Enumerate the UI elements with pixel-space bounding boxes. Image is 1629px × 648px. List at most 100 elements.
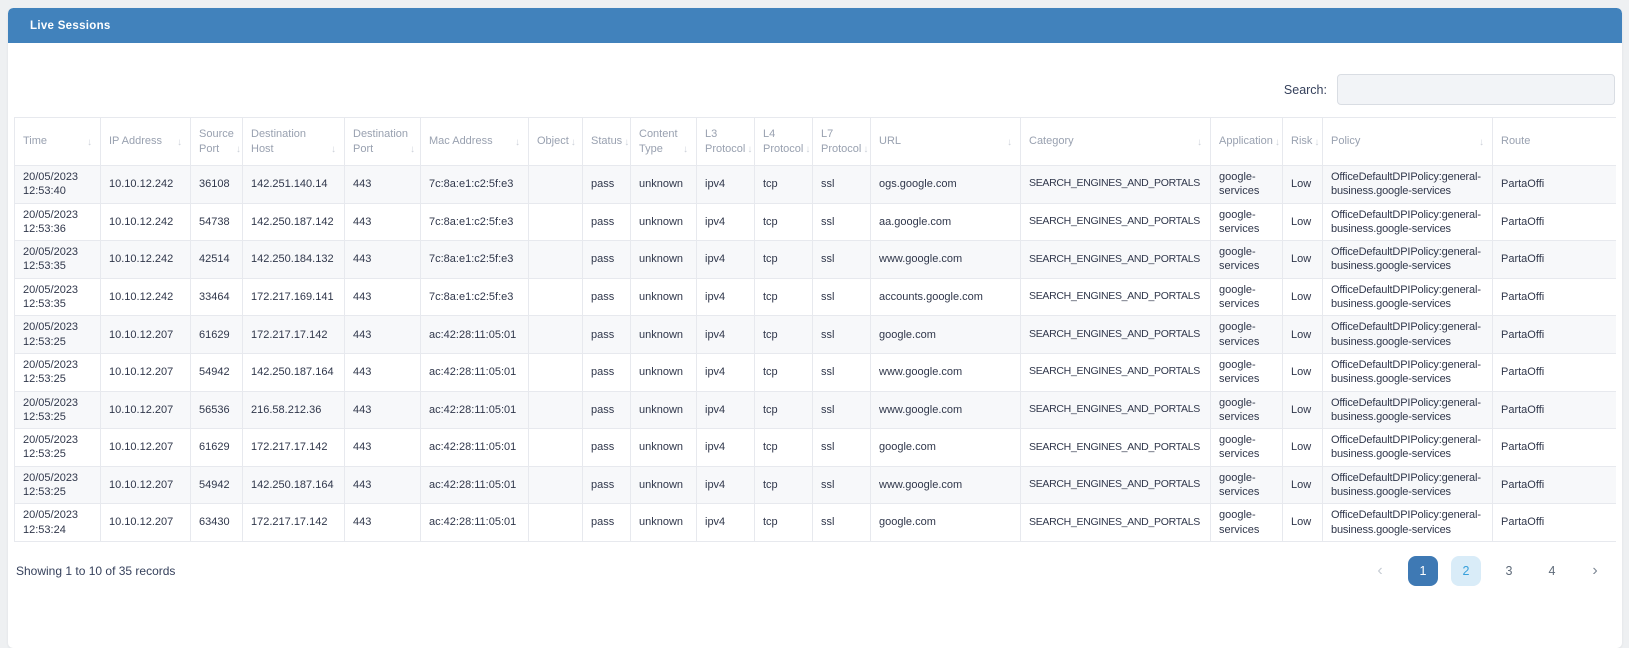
column-header-inner: Destination Host ↓ <box>251 127 336 156</box>
column-header-status[interactable]: Status ↓ <box>582 117 631 166</box>
cell-destination-port: 443 <box>344 352 421 392</box>
cell-time: 20/05/2023 12:53:35 <box>14 277 101 317</box>
column-header-source-port[interactable]: Source Port ↓ <box>190 117 243 166</box>
cell-status: pass <box>582 315 631 354</box>
column-label: Category <box>1029 135 1074 148</box>
column-header-ip-address[interactable]: IP Address ↓ <box>100 117 191 166</box>
cell-mac-address: ac:42:28:11:05:01 <box>420 352 529 392</box>
cell-status: pass <box>582 165 631 204</box>
cell-route: PartaOffi <box>1492 277 1616 317</box>
table-row: 20/05/2023 12:53:40 10.10.12.242 36108 142.… <box>14 165 1616 204</box>
column-header-category[interactable]: Category ↓ <box>1020 117 1211 166</box>
cell-ip-address: 10.10.12.207 <box>100 465 191 505</box>
column-header-inner: Destination Port ↓ <box>353 127 415 156</box>
cell-object <box>528 277 583 317</box>
cell-application: google-services <box>1210 428 1283 467</box>
cell-source-port: 63430 <box>190 503 243 542</box>
cell-object <box>528 240 583 279</box>
cell-content-type: unknown <box>630 465 697 505</box>
column-header-destination-host[interactable]: Destination Host ↓ <box>242 117 345 166</box>
page-button-1[interactable]: 1 <box>1408 555 1438 586</box>
cell-l7-protocol: ssl <box>812 165 871 204</box>
cell-mac-address: 7c:8a:e1:c2:5f:e3 <box>420 240 529 279</box>
next-page-button[interactable]: › <box>1580 556 1610 586</box>
page-button-4[interactable]: 4 <box>1537 556 1567 586</box>
column-header-l4-protocol[interactable]: L4 Protocol ↓ <box>754 117 813 166</box>
column-header-application[interactable]: Application ↓ <box>1210 117 1283 166</box>
cell-l4-protocol: tcp <box>754 390 813 430</box>
cell-destination-port: 443 <box>344 428 421 467</box>
cell-category: SEARCH_ENGINES_AND_PORTALS <box>1020 428 1211 467</box>
cell-l7-protocol: ssl <box>812 428 871 467</box>
cell-source-port: 33464 <box>190 277 243 317</box>
cell-status: pass <box>582 240 631 279</box>
column-header-destination-port[interactable]: Destination Port ↓ <box>344 117 421 166</box>
cell-destination-host: 142.250.187.164 <box>242 465 345 505</box>
table-row: 20/05/2023 12:53:25 10.10.12.207 54942 142.… <box>14 352 1616 392</box>
column-header-url[interactable]: URL ↓ <box>870 117 1021 166</box>
column-header-l3-protocol[interactable]: L3 Protocol ↓ <box>696 117 755 166</box>
column-header-mac-address[interactable]: Mac Address ↓ <box>420 117 529 166</box>
cell-l4-protocol: tcp <box>754 428 813 467</box>
cell-route: PartaOffi <box>1492 165 1616 204</box>
column-header-object[interactable]: Object ↓ <box>528 117 583 166</box>
cell-policy: OfficeDefaultDPIPolicy:general-business.… <box>1322 240 1493 279</box>
sort-descending-icon: ↓ <box>1479 136 1484 148</box>
search-input[interactable] <box>1337 74 1615 105</box>
cell-application: google-services <box>1210 165 1283 204</box>
table-row: 20/05/2023 12:53:25 10.10.12.207 61629 172.… <box>14 315 1616 354</box>
column-header-risk[interactable]: Risk ↓ <box>1282 117 1323 166</box>
cell-time: 20/05/2023 12:53:36 <box>14 202 101 242</box>
column-header-l7-protocol[interactable]: L7 Protocol ↓ <box>812 117 871 166</box>
sessions-table-container: Time ↓ IP Address ↓ Source Port ↓ Destination … <box>14 117 1616 542</box>
sort-descending-icon: ↓ <box>177 136 182 148</box>
sort-descending-icon: ↓ <box>1314 136 1320 148</box>
previous-page-button[interactable]: ‹ <box>1365 556 1395 586</box>
sort-descending-icon: ↓ <box>624 136 630 148</box>
cell-destination-host: 142.250.184.132 <box>242 240 345 279</box>
cell-object <box>528 165 583 204</box>
cell-destination-port: 443 <box>344 390 421 430</box>
cell-application: google-services <box>1210 202 1283 242</box>
column-header-content-type[interactable]: Content Type ↓ <box>630 117 697 166</box>
cell-time: 20/05/2023 12:53:24 <box>14 503 101 542</box>
cell-mac-address: ac:42:28:11:05:01 <box>420 503 529 542</box>
column-header-policy[interactable]: Policy ↓ <box>1322 117 1493 166</box>
cell-mac-address: ac:42:28:11:05:01 <box>420 465 529 505</box>
column-header-time[interactable]: Time ↓ <box>14 117 101 166</box>
cell-status: pass <box>582 352 631 392</box>
cell-mac-address: 7c:8a:e1:c2:5f:e3 <box>420 277 529 317</box>
cell-url: ogs.google.com <box>870 165 1021 204</box>
cell-policy: OfficeDefaultDPIPolicy:general-business.… <box>1322 277 1493 317</box>
column-header-route[interactable]: Route↓ <box>1492 117 1616 166</box>
sort-descending-icon: ↓ <box>805 143 811 155</box>
column-label: L3 Protocol <box>705 128 746 155</box>
cell-object <box>528 352 583 392</box>
table-row: 20/05/2023 12:53:36 10.10.12.242 54738 142.… <box>14 202 1616 242</box>
column-label: Time <box>23 135 48 148</box>
cell-destination-port: 443 <box>344 503 421 542</box>
cell-destination-host: 172.217.17.142 <box>242 503 345 542</box>
column-label: IP Address <box>109 135 162 148</box>
panel-title: Live Sessions <box>30 19 111 32</box>
cell-destination-host: 172.217.17.142 <box>242 315 345 354</box>
cell-mac-address: ac:42:28:11:05:01 <box>420 315 529 354</box>
cell-category: SEARCH_ENGINES_AND_PORTALS <box>1020 315 1211 354</box>
page-button-3[interactable]: 3 <box>1494 556 1524 586</box>
cell-risk: Low <box>1282 390 1323 430</box>
cell-l3-protocol: ipv4 <box>696 390 755 430</box>
cell-application: google-services <box>1210 277 1283 317</box>
cell-destination-port: 443 <box>344 315 421 354</box>
sort-descending-icon: ↓ <box>1274 136 1280 148</box>
column-header-inner: L3 Protocol ↓ <box>705 127 752 156</box>
table-row: 20/05/2023 12:53:24 10.10.12.207 63430 172.… <box>14 503 1616 542</box>
column-label: Application <box>1219 135 1273 148</box>
cell-l4-protocol: tcp <box>754 465 813 505</box>
cell-policy: OfficeDefaultDPIPolicy:general-business.… <box>1322 352 1493 392</box>
cell-risk: Low <box>1282 165 1323 204</box>
column-header-inner: Object ↓ <box>537 134 576 148</box>
page-button-2[interactable]: 2 <box>1451 555 1481 586</box>
cell-content-type: unknown <box>630 503 697 542</box>
cell-source-port: 61629 <box>190 315 243 354</box>
cell-l7-protocol: ssl <box>812 202 871 242</box>
